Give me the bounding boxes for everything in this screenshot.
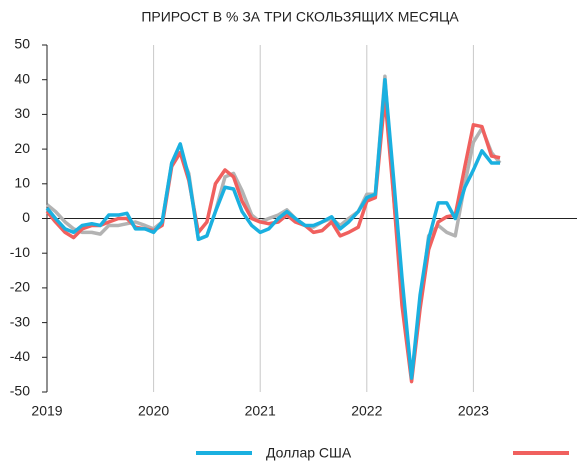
- x-tick-label: 2020: [138, 403, 169, 419]
- y-tick-label: 20: [14, 140, 30, 156]
- x-tick-label: 2023: [458, 403, 489, 419]
- series-line: [45, 95, 501, 384]
- series-line: [45, 77, 501, 380]
- y-tick-label: 50: [14, 36, 30, 52]
- chart-title: ПРИРОСТ В % ЗА ТРИ СКОЛЬЗЯЩИХ МЕСЯЦА: [141, 9, 459, 25]
- y-tick-label: -10: [10, 244, 30, 260]
- x-tick-label: 2022: [351, 403, 382, 419]
- x-tick-label: 2019: [31, 403, 62, 419]
- y-tick-label: 0: [22, 209, 30, 225]
- x-tick-label: 2021: [245, 403, 276, 419]
- y-tick-label: -40: [10, 348, 30, 364]
- y-tick-label: 30: [14, 105, 30, 121]
- y-tick-label: -20: [10, 279, 30, 295]
- y-tick-label: 10: [14, 175, 30, 191]
- y-tick-label: -30: [10, 313, 30, 329]
- y-tick-label: -50: [10, 383, 30, 399]
- y-tick-label: 40: [14, 70, 30, 86]
- legend-label: Доллар США: [266, 445, 352, 461]
